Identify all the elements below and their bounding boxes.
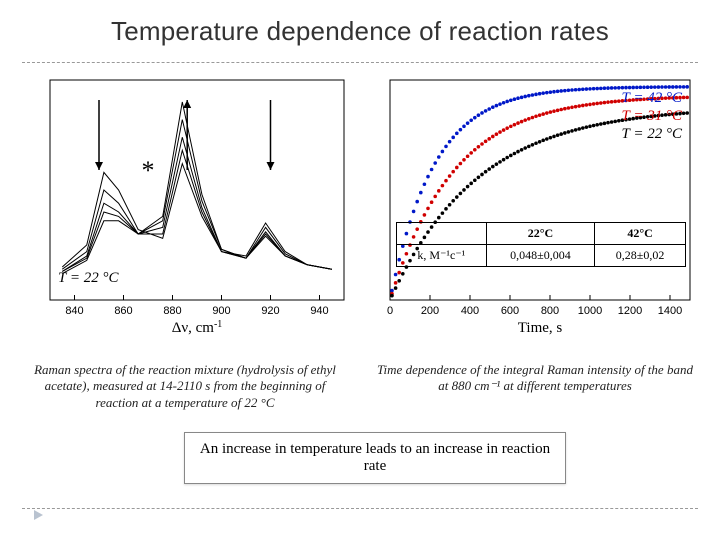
table-row-header: k, M⁻¹c⁻¹	[397, 245, 487, 267]
table-header-blank	[397, 223, 487, 245]
divider-top	[22, 62, 698, 63]
svg-text:1400: 1400	[658, 305, 682, 317]
svg-text:Time, s: Time, s	[518, 320, 563, 336]
table-cell-22c: 0,048±0,004	[486, 245, 594, 267]
rate-constants-table: 22°С 42°С k, M⁻¹c⁻¹ 0,048±0,004 0,28±0,0…	[396, 222, 686, 267]
svg-text:800: 800	[541, 305, 559, 317]
slide-title: Temperature dependence of reaction rates	[0, 16, 720, 47]
figures-row: 840 860 880 900 920 940 * T = 22 °C Δν, cm-1 0 20…	[18, 70, 702, 340]
caption-right: Time dependence of the integral Raman in…	[372, 362, 698, 411]
svg-text:600: 600	[501, 305, 519, 317]
captions-row: Raman spectra of the reaction mixture (h…	[22, 362, 698, 411]
svg-text:940: 940	[310, 305, 328, 317]
caption-left: Raman spectra of the reaction mixture (h…	[22, 362, 348, 411]
svg-text:0: 0	[387, 305, 393, 317]
svg-text:200: 200	[421, 305, 439, 317]
svg-text:400: 400	[461, 305, 479, 317]
svg-text:T = 22 °C: T = 22 °C	[58, 270, 119, 286]
raman-chart: 840 860 880 900 920 940 * T = 22 °C Δν, cm-1	[18, 70, 356, 340]
svg-text:900: 900	[212, 305, 230, 317]
svg-text:860: 860	[114, 305, 132, 317]
svg-text:1200: 1200	[618, 305, 642, 317]
svg-text:T = 31 °C: T = 31 °C	[622, 108, 683, 124]
svg-text:920: 920	[261, 305, 279, 317]
svg-text:880: 880	[163, 305, 181, 317]
time-chart: 0 200 400 600 800 1000 1200 1400 T = 42 °C T = 31…	[364, 70, 702, 340]
table-cell-42c: 0,28±0,02	[595, 245, 686, 267]
svg-text:840: 840	[65, 305, 83, 317]
callout-box: An increase in temperature leads to an i…	[184, 432, 566, 484]
table-header-42c: 42°С	[595, 223, 686, 245]
divider-bottom	[22, 508, 698, 509]
svg-text:T = 42 °C: T = 42 °C	[622, 90, 683, 106]
svg-text:*: *	[142, 156, 155, 185]
slide: Temperature dependence of reaction rates…	[0, 0, 720, 540]
table-header-22c: 22°С	[486, 223, 594, 245]
svg-text:Δν, cm-1: Δν, cm-1	[172, 319, 223, 337]
svg-text:1000: 1000	[578, 305, 602, 317]
play-icon	[34, 510, 43, 520]
svg-text:T = 22 °C: T = 22 °C	[622, 126, 683, 142]
